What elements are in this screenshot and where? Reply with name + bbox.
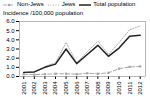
svg-text:5.0: 5.0 (6, 28, 15, 34)
svg-text:2001: 2001 (21, 81, 27, 95)
svg-text:2009: 2009 (105, 81, 111, 95)
svg-text:2003: 2003 (42, 81, 48, 95)
svg-text:2004: 2004 (52, 81, 58, 95)
svg-text:6.0: 6.0 (6, 18, 15, 24)
svg-text:2006: 2006 (74, 81, 80, 95)
svg-text:2007: 2007 (84, 81, 90, 95)
svg-text:2012: 2012 (137, 81, 143, 95)
html-text:Total population: Total population (93, 1, 136, 7)
svg-text:2010: 2010 (116, 81, 122, 95)
svg-text:0.0: 0.0 (6, 73, 15, 79)
svg-text:2008: 2008 (95, 81, 101, 95)
svg-text:4.0: 4.0 (6, 37, 15, 43)
svg-text:2005: 2005 (63, 81, 69, 95)
svg-text:2.0: 2.0 (6, 55, 15, 61)
svg-text:1.0: 1.0 (6, 64, 15, 70)
svg-text:2002: 2002 (31, 81, 37, 95)
svg-text:2011: 2011 (127, 81, 133, 95)
html-text:Jews: Jews (61, 1, 76, 7)
svg-text:3.0: 3.0 (6, 46, 15, 52)
html-text:Incidence /100,000 population: Incidence /100,000 population (3, 10, 84, 16)
html-text:Non-Jews: Non-Jews (17, 1, 44, 7)
